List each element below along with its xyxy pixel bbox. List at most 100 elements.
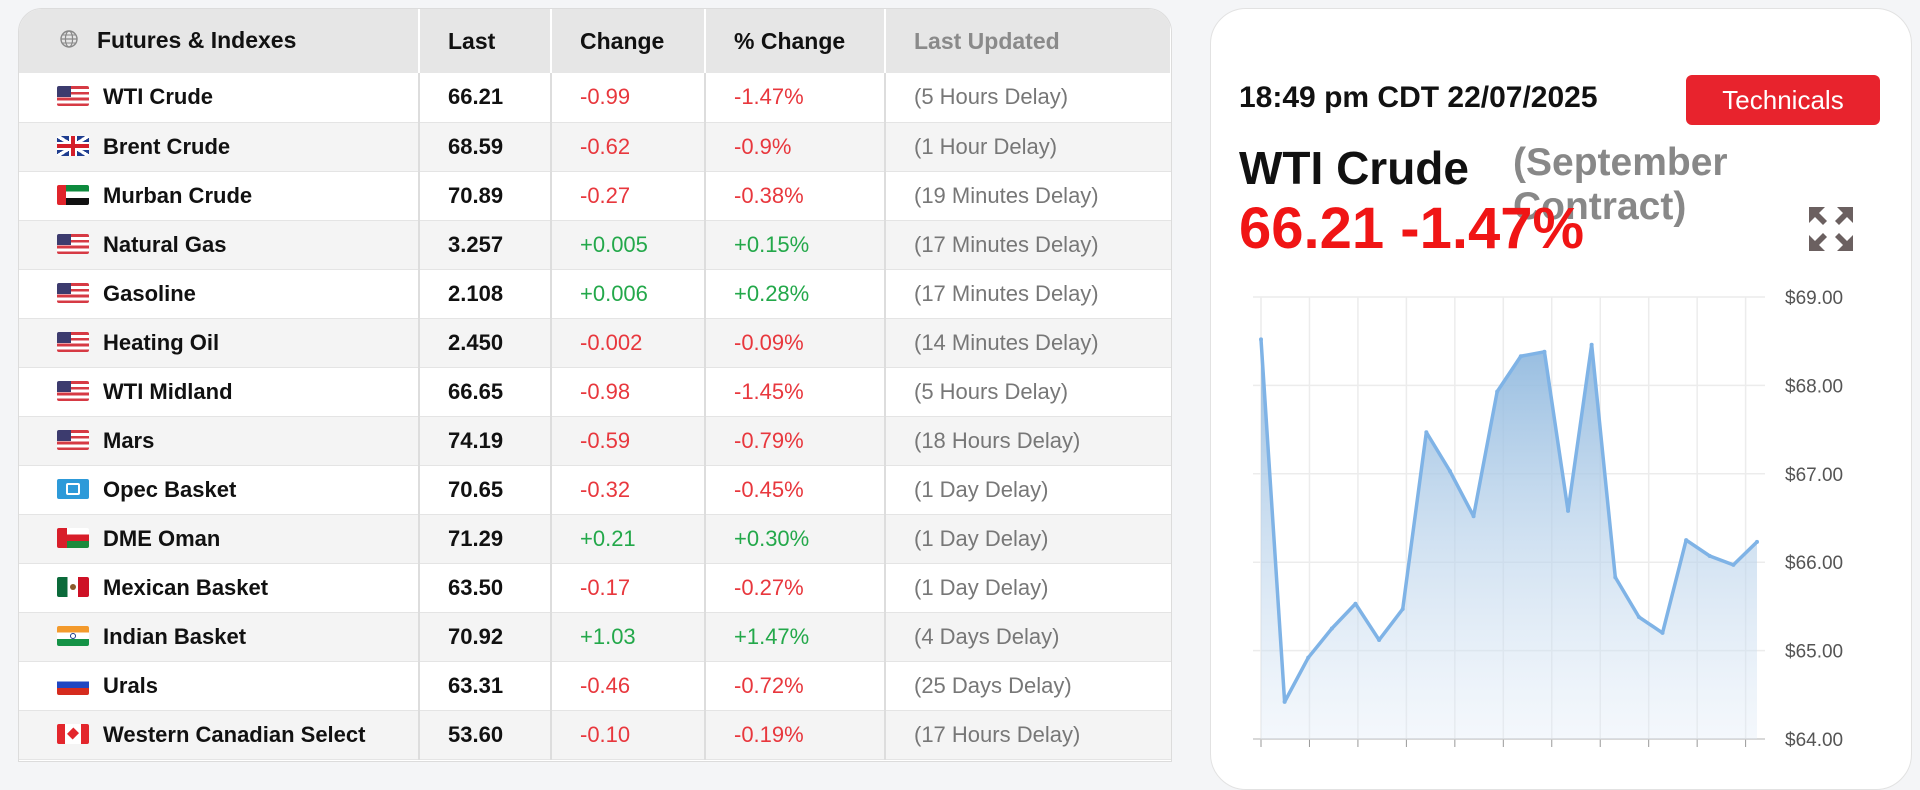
data-point bbox=[1731, 562, 1736, 567]
table-row[interactable]: WTI Midland 66.65 -0.98 -1.45% (5 Hours Dela… bbox=[19, 367, 1171, 417]
last-updated-cell: (17 Minutes Delay) bbox=[885, 269, 1171, 319]
change-cell: -0.10 bbox=[551, 710, 706, 760]
ru-flag-icon bbox=[57, 674, 89, 695]
commodity-name-cell[interactable]: Mars bbox=[19, 416, 420, 466]
last-updated-cell: (17 Minutes Delay) bbox=[885, 220, 1171, 270]
column-header-last[interactable]: Last bbox=[419, 9, 552, 73]
table-row[interactable]: Urals 63.31 -0.46 -0.72% (25 Days Delay) bbox=[19, 661, 1171, 711]
table-row[interactable]: Gasoline 2.108 +0.006 +0.28% (17 Minutes Del… bbox=[19, 269, 1171, 319]
change-cell: -0.32 bbox=[551, 465, 706, 515]
commodity-name: DME Oman bbox=[103, 525, 221, 551]
commodity-name: Murban Crude bbox=[103, 182, 253, 208]
timestamp: 18:49 pm CDT 22/07/2025 bbox=[1239, 81, 1598, 114]
last-price-cell: 66.65 bbox=[419, 367, 552, 417]
column-header-change[interactable]: Change bbox=[551, 9, 706, 73]
commodity-name-cell[interactable]: Western Canadian Select bbox=[19, 710, 420, 760]
data-point bbox=[1447, 469, 1452, 474]
last-price-cell: 74.19 bbox=[419, 416, 552, 466]
table-row[interactable]: Brent Crude 68.59 -0.62 -0.9% (1 Hour Delay) bbox=[19, 122, 1171, 172]
commodity-name: Mars bbox=[103, 427, 155, 453]
pct-change-cell: -0.09% bbox=[705, 318, 886, 368]
last-updated-cell: (5 Hours Delay) bbox=[885, 73, 1171, 123]
column-header-last-updated[interactable]: Last Updated bbox=[885, 9, 1171, 73]
pct-change-cell: -0.19% bbox=[705, 710, 886, 760]
table-body: WTI Crude 66.21 -0.99 -1.47% (5 Hours Delay)… bbox=[19, 73, 1171, 760]
column-header-name[interactable]: Futures & Indexes bbox=[19, 9, 420, 73]
change-cell: -0.62 bbox=[551, 122, 706, 172]
last-updated-cell: (18 Hours Delay) bbox=[885, 416, 1171, 466]
ca-flag-icon bbox=[57, 723, 89, 744]
table-row[interactable]: Mexican Basket 63.50 -0.17 -0.27% (1 Day Del… bbox=[19, 563, 1171, 613]
commodity-name: Indian Basket bbox=[103, 623, 247, 649]
opec-flag-icon bbox=[57, 478, 89, 499]
table-header-row: Futures & Indexes Last Change % Change L… bbox=[19, 9, 1171, 73]
commodity-name-cell[interactable]: Gasoline bbox=[19, 269, 420, 319]
commodity-name-cell[interactable]: Mexican Basket bbox=[19, 563, 420, 613]
pct-change-cell: +0.15% bbox=[705, 220, 886, 270]
column-header-name-label: Futures & Indexes bbox=[97, 26, 297, 53]
change-cell: -0.46 bbox=[551, 661, 706, 711]
y-tick-label: $65.00 bbox=[1785, 642, 1843, 663]
data-point bbox=[1589, 342, 1594, 347]
data-point bbox=[1353, 601, 1358, 606]
pct-change-cell: -1.45% bbox=[705, 367, 886, 417]
commodity-name-cell[interactable]: Brent Crude bbox=[19, 122, 420, 172]
pct-change-cell: -0.72% bbox=[705, 661, 886, 711]
table-row[interactable]: Mars 74.19 -0.59 -0.79% (18 Hours Delay) bbox=[19, 416, 1171, 466]
change-cell: +1.03 bbox=[551, 612, 706, 662]
commodity-name-cell[interactable]: Murban Crude bbox=[19, 171, 420, 221]
us-flag-icon bbox=[57, 331, 89, 352]
mx-flag-icon bbox=[57, 576, 89, 597]
data-point bbox=[1684, 538, 1689, 543]
expand-icon[interactable] bbox=[1805, 203, 1857, 255]
commodity-name-cell[interactable]: Natural Gas bbox=[19, 220, 420, 270]
last-updated-cell: (1 Day Delay) bbox=[885, 514, 1171, 564]
last-price-cell: 63.50 bbox=[419, 563, 552, 613]
commodity-name: Gasoline bbox=[103, 280, 196, 306]
table-row[interactable]: Indian Basket 70.92 +1.03 +1.47% (4 Days Del… bbox=[19, 612, 1171, 662]
technicals-button[interactable]: Technicals bbox=[1686, 75, 1880, 125]
data-point bbox=[1707, 554, 1712, 559]
last-price-cell: 70.89 bbox=[419, 171, 552, 221]
commodity-name: WTI Midland bbox=[103, 378, 233, 404]
pct-change-cell: +0.30% bbox=[705, 514, 886, 564]
last-price-cell: 70.65 bbox=[419, 465, 552, 515]
data-point bbox=[1424, 430, 1429, 435]
last-updated-cell: (14 Minutes Delay) bbox=[885, 318, 1171, 368]
commodity-name-cell[interactable]: DME Oman bbox=[19, 514, 420, 564]
last-price-cell: 66.21 bbox=[419, 73, 552, 123]
commodity-name-cell[interactable]: WTI Midland bbox=[19, 367, 420, 417]
commodity-name-cell[interactable]: Indian Basket bbox=[19, 612, 420, 662]
pct-change-cell: +1.47% bbox=[705, 612, 886, 662]
ae-flag-icon bbox=[57, 184, 89, 205]
pct-change-cell: -0.45% bbox=[705, 465, 886, 515]
table-row[interactable]: Heating Oil 2.450 -0.002 -0.09% (14 Minutes … bbox=[19, 318, 1171, 368]
table-row[interactable]: Opec Basket 70.65 -0.32 -0.45% (1 Day Delay) bbox=[19, 465, 1171, 515]
data-point bbox=[1660, 630, 1665, 635]
change-cell: +0.005 bbox=[551, 220, 706, 270]
commodity-name: Natural Gas bbox=[103, 231, 227, 257]
table-row[interactable]: Western Canadian Select 53.60 -0.10 -0.19%(… bbox=[19, 710, 1171, 760]
table-row[interactable]: Murban Crude 70.89 -0.27 -0.38% (19 Minutes … bbox=[19, 171, 1171, 221]
last-price-cell: 63.31 bbox=[419, 661, 552, 711]
us-flag-icon bbox=[57, 233, 89, 254]
y-tick-label: $67.00 bbox=[1785, 465, 1843, 486]
commodity-name-cell[interactable]: Heating Oil bbox=[19, 318, 420, 368]
table-row[interactable]: WTI Crude 66.21 -0.99 -1.47% (5 Hours Delay) bbox=[19, 73, 1171, 123]
last-price-cell: 3.257 bbox=[419, 220, 552, 270]
commodity-name-cell[interactable]: Opec Basket bbox=[19, 465, 420, 515]
data-point bbox=[1282, 699, 1287, 704]
last-price-cell: 53.60 bbox=[419, 710, 552, 760]
data-point bbox=[1566, 508, 1571, 513]
column-header-pct-change[interactable]: % Change bbox=[705, 9, 886, 73]
commodity-name-cell[interactable]: WTI Crude bbox=[19, 73, 420, 123]
last-updated-cell: (19 Minutes Delay) bbox=[885, 171, 1171, 221]
last-updated-cell: (17 Hours Delay) bbox=[885, 710, 1171, 760]
last-updated-cell: (1 Day Delay) bbox=[885, 465, 1171, 515]
change-cell: -0.002 bbox=[551, 318, 706, 368]
table-row[interactable]: DME Oman 71.29 +0.21 +0.30% (1 Day Delay) bbox=[19, 514, 1171, 564]
om-flag-icon bbox=[57, 527, 89, 548]
table-row[interactable]: Natural Gas 3.257 +0.005 +0.15% (17 Minutes … bbox=[19, 220, 1171, 270]
pct-change-cell: -0.38% bbox=[705, 171, 886, 221]
commodity-name-cell[interactable]: Urals bbox=[19, 661, 420, 711]
